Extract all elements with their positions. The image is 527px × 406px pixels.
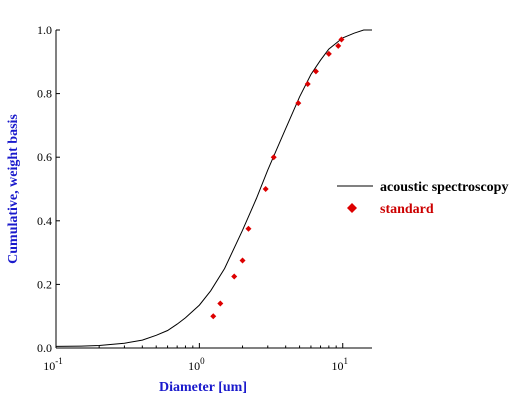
standard-point bbox=[217, 300, 224, 307]
legend-label-standard: standard bbox=[380, 202, 434, 217]
standard-point bbox=[245, 225, 252, 232]
standard-point bbox=[312, 68, 319, 75]
standard-point bbox=[239, 257, 246, 264]
standard-point bbox=[262, 186, 269, 192]
acoustic-spectroscopy-series bbox=[55, 29, 372, 347]
standard-point bbox=[338, 36, 345, 43]
x-tick-label: 10-1 bbox=[43, 356, 63, 373]
y-tick-label: 0.6 bbox=[37, 150, 52, 164]
x-tick-label: 100 bbox=[188, 356, 205, 373]
standard-point bbox=[210, 313, 217, 320]
standard-point bbox=[304, 81, 311, 88]
legend-label-acoustic-spectroscopy: acoustic spectroscopy bbox=[380, 180, 508, 195]
legend-diamond-swatch bbox=[347, 203, 357, 213]
standard-point bbox=[325, 50, 332, 57]
y-tick-label: 0.2 bbox=[37, 277, 52, 291]
x-tick-label: 101 bbox=[331, 356, 348, 373]
legend: acoustic spectroscopy standard bbox=[337, 180, 508, 217]
standard-point bbox=[270, 154, 277, 161]
y-tick-label: 0.8 bbox=[37, 87, 52, 101]
y-tick-label: 0.4 bbox=[37, 214, 52, 228]
standard-point bbox=[231, 273, 238, 280]
y-tick-label: 0.0 bbox=[37, 341, 52, 355]
standard-point bbox=[295, 100, 302, 107]
acoustic-spectroscopy-line bbox=[55, 29, 372, 347]
standard-point bbox=[335, 42, 342, 49]
x-axis-title: Diameter [um] bbox=[159, 380, 247, 395]
tick-labels: 0.0 0.2 0.4 0.6 0.8 1.0 10-1 100 101 bbox=[37, 23, 348, 373]
y-axis-title: Cumulative, weight basis bbox=[6, 114, 21, 264]
axes bbox=[55, 29, 372, 349]
standard-series bbox=[210, 36, 345, 320]
y-tick-label: 1.0 bbox=[37, 23, 52, 37]
